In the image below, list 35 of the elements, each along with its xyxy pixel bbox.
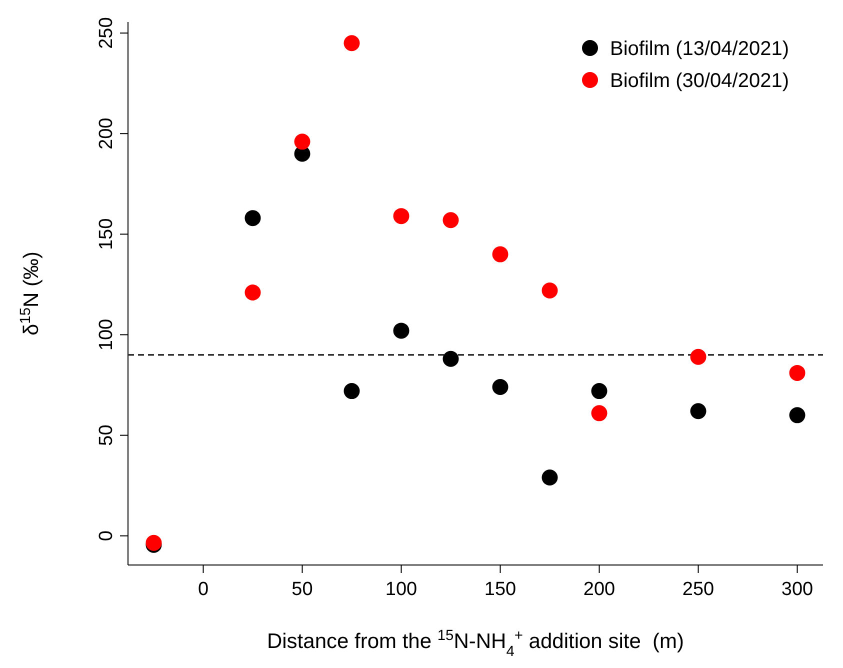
x-tick-label: 50: [292, 579, 313, 600]
x-axis-title: Distance from the $^{15}$N-NH$_{4}$$^{+}$ addition site (m): [266, 628, 684, 660]
point: [344, 383, 360, 400]
point: [542, 470, 558, 486]
point: [492, 379, 508, 396]
point: [789, 364, 806, 381]
point: [244, 210, 261, 226]
x-tick-label: 200: [583, 579, 616, 600]
point: [294, 134, 310, 150]
x-tick-label: 300: [781, 579, 814, 600]
legend-label: Biofilm (13/04/2021): [610, 38, 789, 60]
point: [244, 284, 261, 300]
point: [789, 407, 806, 424]
x-tick-label: 250: [682, 579, 714, 600]
point: [591, 405, 608, 422]
point: [442, 212, 459, 228]
y-tick-label: 200: [96, 118, 117, 150]
y-tick-label: 250: [96, 17, 117, 49]
point: [690, 348, 706, 365]
y-tick-label: 100: [96, 318, 117, 351]
point: [542, 282, 558, 298]
x-tick-label: 150: [484, 579, 516, 600]
y-tick-label: 150: [96, 218, 117, 250]
point: [393, 322, 410, 339]
point: [492, 246, 508, 262]
point: [344, 35, 360, 52]
y-tick-label: 0: [96, 530, 117, 542]
y-tick-label: 50: [96, 424, 117, 446]
x-tick-label: 100: [385, 579, 418, 600]
point: [690, 403, 706, 420]
point: [393, 208, 410, 224]
point: [442, 350, 459, 367]
point: [591, 383, 608, 400]
x-tick-label: 0: [198, 579, 209, 600]
legend-label: Biofilm (30/04/2021): [610, 70, 789, 92]
